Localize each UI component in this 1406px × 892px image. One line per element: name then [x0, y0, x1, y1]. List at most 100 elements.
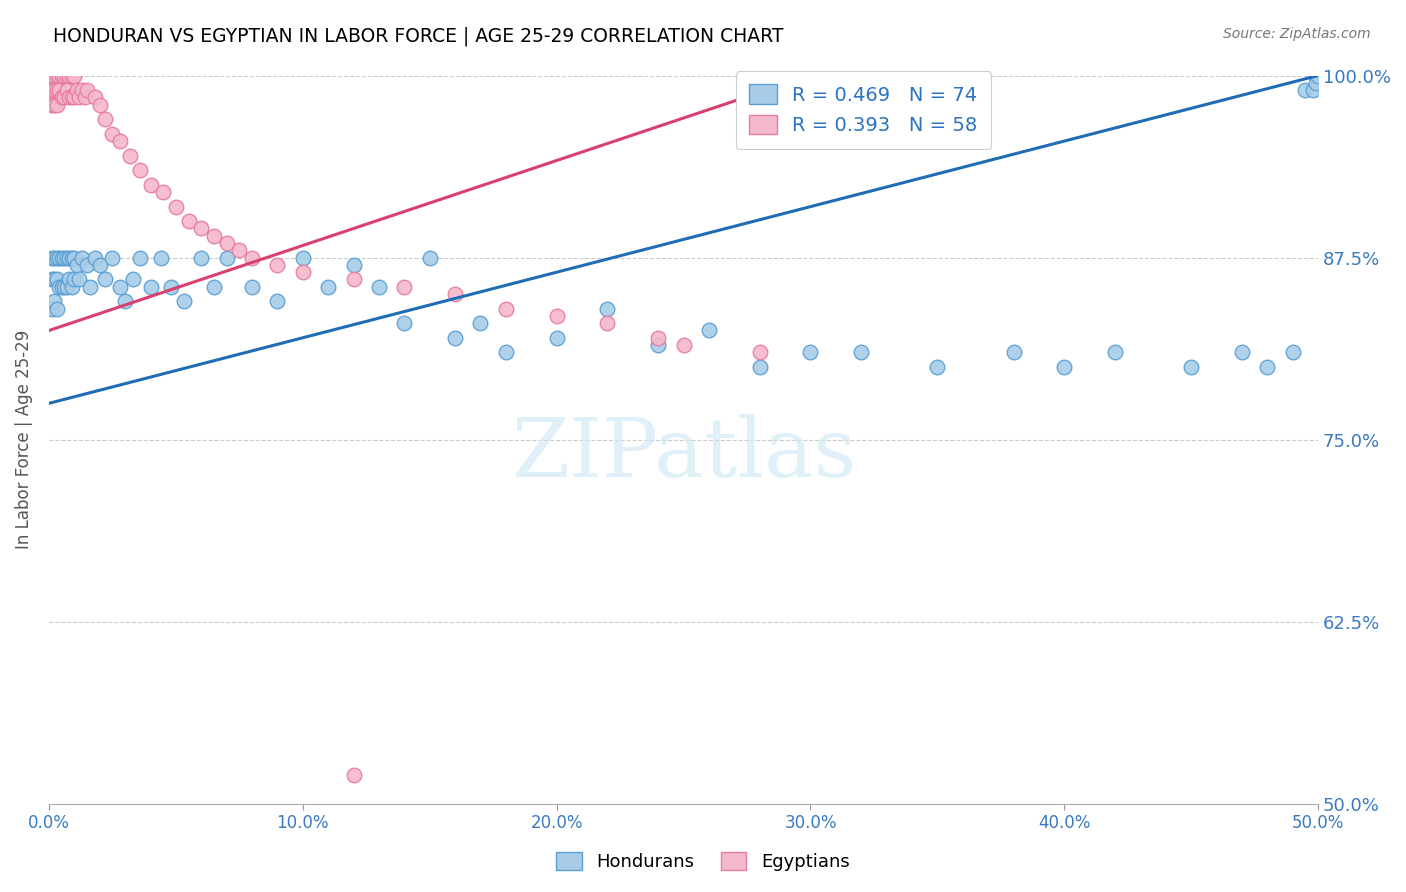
Point	[63, 251, 86, 265]
Point	[45, 301, 67, 316]
Point	[368, 279, 391, 293]
Point	[45, 97, 67, 112]
Point	[799, 345, 821, 359]
Point	[67, 90, 90, 104]
Point	[177, 214, 200, 228]
Y-axis label: In Labor Force | Age 25-29: In Labor Force | Age 25-29	[15, 330, 32, 549]
Point	[76, 258, 98, 272]
Point	[672, 338, 695, 352]
Point	[83, 251, 105, 265]
Point	[42, 251, 65, 265]
Point	[89, 97, 111, 112]
Point	[51, 69, 73, 83]
Point	[1302, 83, 1324, 97]
Point	[48, 251, 70, 265]
Point	[202, 228, 225, 243]
Point	[495, 345, 517, 359]
Point	[60, 279, 83, 293]
Point	[48, 279, 70, 293]
Point	[58, 69, 80, 83]
Point	[266, 258, 288, 272]
Point	[42, 97, 65, 112]
Point	[67, 272, 90, 286]
Point	[60, 251, 83, 265]
Point	[63, 69, 86, 83]
Point	[58, 272, 80, 286]
Point	[53, 251, 76, 265]
Legend: R = 0.469   N = 74, R = 0.393   N = 58: R = 0.469 N = 74, R = 0.393 N = 58	[735, 70, 991, 149]
Point	[48, 83, 70, 97]
Point	[291, 265, 314, 279]
Point	[1053, 359, 1076, 374]
Point	[60, 69, 83, 83]
Point	[291, 251, 314, 265]
Point	[1002, 345, 1025, 359]
Point	[1305, 76, 1327, 90]
Point	[41, 83, 63, 97]
Point	[240, 251, 263, 265]
Point	[42, 69, 65, 83]
Point	[42, 69, 65, 83]
Point	[45, 83, 67, 97]
Point	[55, 279, 77, 293]
Point	[45, 69, 67, 83]
Point	[159, 279, 181, 293]
Legend: Hondurans, Egyptians: Hondurans, Egyptians	[550, 845, 856, 879]
Point	[41, 69, 63, 83]
Point	[55, 69, 77, 83]
Point	[51, 279, 73, 293]
Point	[152, 185, 174, 199]
Point	[101, 127, 124, 141]
Point	[55, 83, 77, 97]
Point	[470, 316, 492, 330]
Point	[41, 69, 63, 83]
Point	[546, 331, 568, 345]
Text: HONDURAN VS EGYPTIAN IN LABOR FORCE | AGE 25-29 CORRELATION CHART: HONDURAN VS EGYPTIAN IN LABOR FORCE | AG…	[53, 27, 785, 46]
Point	[596, 301, 619, 316]
Text: ZIPatlas: ZIPatlas	[510, 414, 856, 494]
Point	[42, 294, 65, 309]
Point	[495, 301, 517, 316]
Point	[42, 83, 65, 97]
Point	[1305, 69, 1327, 83]
Point	[444, 287, 467, 301]
Point	[342, 272, 364, 286]
Point	[41, 301, 63, 316]
Point	[1308, 69, 1330, 83]
Point	[139, 279, 162, 293]
Point	[240, 279, 263, 293]
Point	[129, 251, 152, 265]
Point	[129, 163, 152, 178]
Point	[139, 178, 162, 192]
Point	[70, 83, 93, 97]
Point	[41, 251, 63, 265]
Point	[165, 200, 187, 214]
Point	[121, 272, 143, 286]
Point	[394, 279, 416, 293]
Point	[1230, 345, 1253, 359]
Point	[444, 331, 467, 345]
Text: Source: ZipAtlas.com: Source: ZipAtlas.com	[1223, 27, 1371, 41]
Point	[647, 331, 669, 345]
Point	[73, 90, 96, 104]
Point	[83, 90, 105, 104]
Point	[41, 272, 63, 286]
Point	[190, 251, 212, 265]
Point	[202, 279, 225, 293]
Point	[66, 83, 89, 97]
Point	[342, 258, 364, 272]
Point	[53, 90, 76, 104]
Point	[76, 83, 98, 97]
Point	[89, 258, 111, 272]
Point	[748, 345, 770, 359]
Point	[48, 69, 70, 83]
Point	[63, 272, 86, 286]
Point	[1104, 345, 1126, 359]
Point	[149, 251, 172, 265]
Point	[108, 134, 131, 148]
Point	[79, 279, 101, 293]
Point	[58, 251, 80, 265]
Point	[58, 90, 80, 104]
Point	[316, 279, 339, 293]
Point	[190, 221, 212, 235]
